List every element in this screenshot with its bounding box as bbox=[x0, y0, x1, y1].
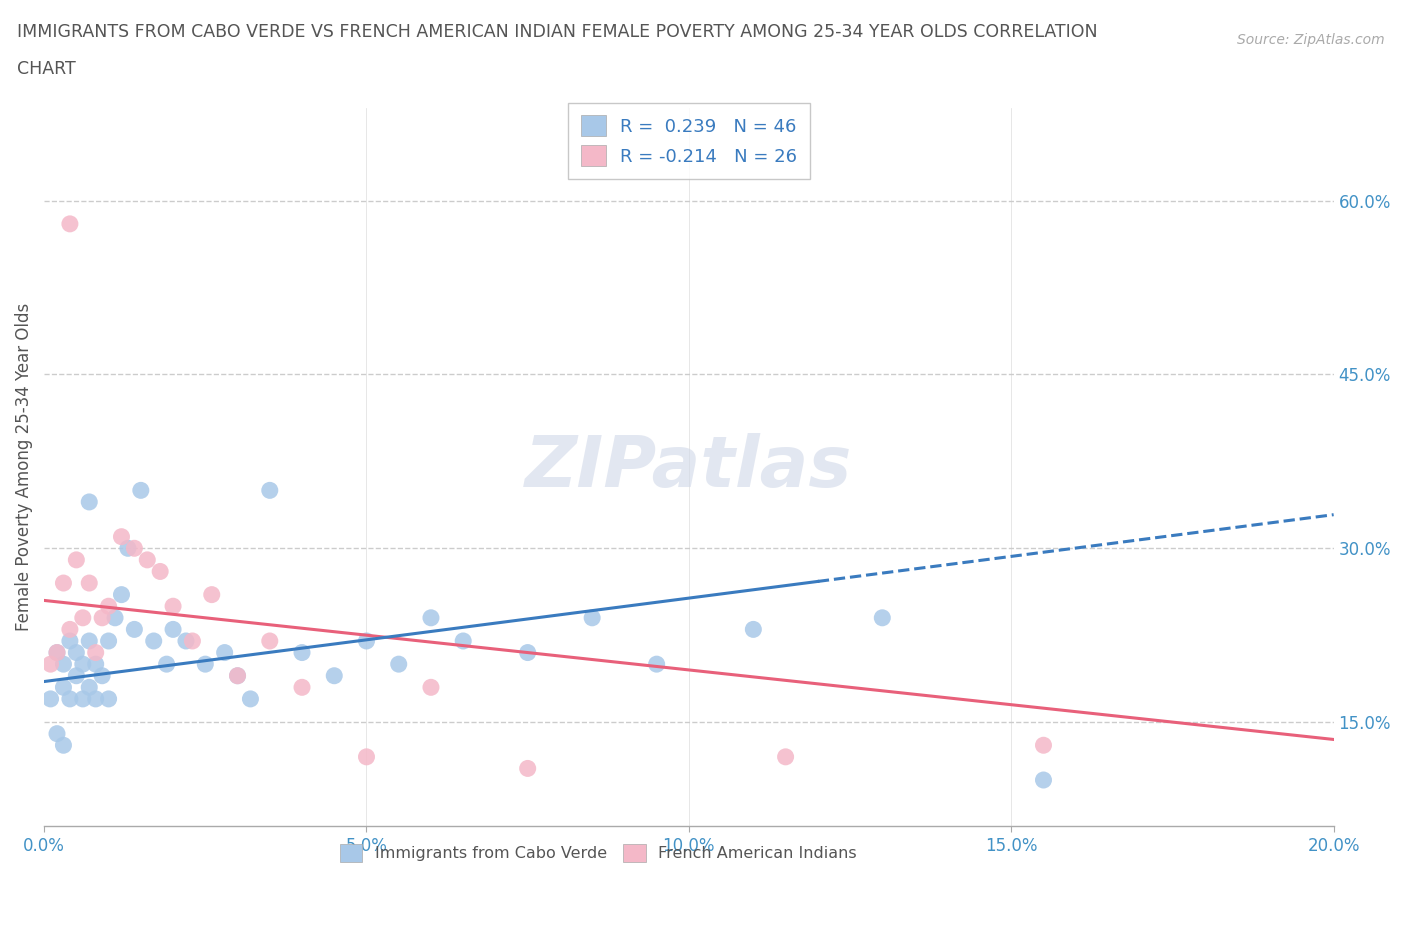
Point bbox=[72, 692, 94, 707]
Text: Source: ZipAtlas.com: Source: ZipAtlas.com bbox=[1237, 33, 1385, 46]
Point bbox=[77, 495, 100, 510]
Point bbox=[65, 669, 87, 684]
Point bbox=[775, 750, 797, 764]
Point bbox=[124, 622, 146, 637]
Point bbox=[72, 657, 94, 671]
Point bbox=[581, 610, 603, 625]
Point bbox=[124, 541, 146, 556]
Point bbox=[420, 610, 443, 625]
Point bbox=[645, 657, 668, 671]
Point bbox=[65, 552, 87, 567]
Point bbox=[291, 645, 314, 660]
Point bbox=[1032, 773, 1054, 788]
Text: IMMIGRANTS FROM CABO VERDE VS FRENCH AMERICAN INDIAN FEMALE POVERTY AMONG 25-34 : IMMIGRANTS FROM CABO VERDE VS FRENCH AME… bbox=[17, 23, 1098, 41]
Point bbox=[239, 692, 262, 707]
Point bbox=[77, 680, 100, 695]
Point bbox=[872, 610, 894, 625]
Point bbox=[97, 633, 120, 648]
Legend: Immigrants from Cabo Verde, French American Indians: Immigrants from Cabo Verde, French Ameri… bbox=[333, 837, 863, 869]
Point bbox=[194, 657, 217, 671]
Point bbox=[323, 669, 346, 684]
Point bbox=[110, 587, 132, 602]
Point bbox=[110, 529, 132, 544]
Point bbox=[420, 680, 443, 695]
Point bbox=[214, 645, 236, 660]
Point bbox=[91, 610, 114, 625]
Point bbox=[65, 645, 87, 660]
Point bbox=[104, 610, 127, 625]
Point bbox=[516, 761, 538, 776]
Point bbox=[39, 657, 62, 671]
Point bbox=[39, 692, 62, 707]
Point bbox=[226, 669, 249, 684]
Point bbox=[356, 633, 378, 648]
Point bbox=[1032, 737, 1054, 752]
Point bbox=[59, 692, 82, 707]
Point bbox=[52, 737, 75, 752]
Point bbox=[226, 669, 249, 684]
Point bbox=[59, 622, 82, 637]
Point bbox=[136, 552, 159, 567]
Point bbox=[72, 610, 94, 625]
Point bbox=[84, 645, 107, 660]
Point bbox=[742, 622, 765, 637]
Point bbox=[97, 599, 120, 614]
Point bbox=[181, 633, 204, 648]
Point bbox=[259, 483, 281, 498]
Point bbox=[46, 645, 69, 660]
Point bbox=[84, 657, 107, 671]
Point bbox=[162, 622, 184, 637]
Point bbox=[356, 750, 378, 764]
Point bbox=[259, 633, 281, 648]
Point bbox=[59, 633, 82, 648]
Y-axis label: Female Poverty Among 25-34 Year Olds: Female Poverty Among 25-34 Year Olds bbox=[15, 303, 32, 631]
Point bbox=[451, 633, 474, 648]
Point bbox=[142, 633, 165, 648]
Point bbox=[46, 645, 69, 660]
Point bbox=[291, 680, 314, 695]
Text: CHART: CHART bbox=[17, 60, 76, 78]
Point bbox=[46, 726, 69, 741]
Point bbox=[84, 692, 107, 707]
Point bbox=[388, 657, 411, 671]
Point bbox=[77, 576, 100, 591]
Point bbox=[97, 692, 120, 707]
Point bbox=[174, 633, 197, 648]
Point bbox=[129, 483, 152, 498]
Point bbox=[156, 657, 179, 671]
Point bbox=[52, 576, 75, 591]
Point bbox=[52, 680, 75, 695]
Point bbox=[149, 564, 172, 578]
Point bbox=[117, 541, 139, 556]
Point bbox=[52, 657, 75, 671]
Point bbox=[201, 587, 224, 602]
Point bbox=[77, 633, 100, 648]
Text: ZIPatlas: ZIPatlas bbox=[526, 432, 852, 501]
Point bbox=[91, 669, 114, 684]
Point bbox=[162, 599, 184, 614]
Point bbox=[516, 645, 538, 660]
Point bbox=[59, 217, 82, 232]
